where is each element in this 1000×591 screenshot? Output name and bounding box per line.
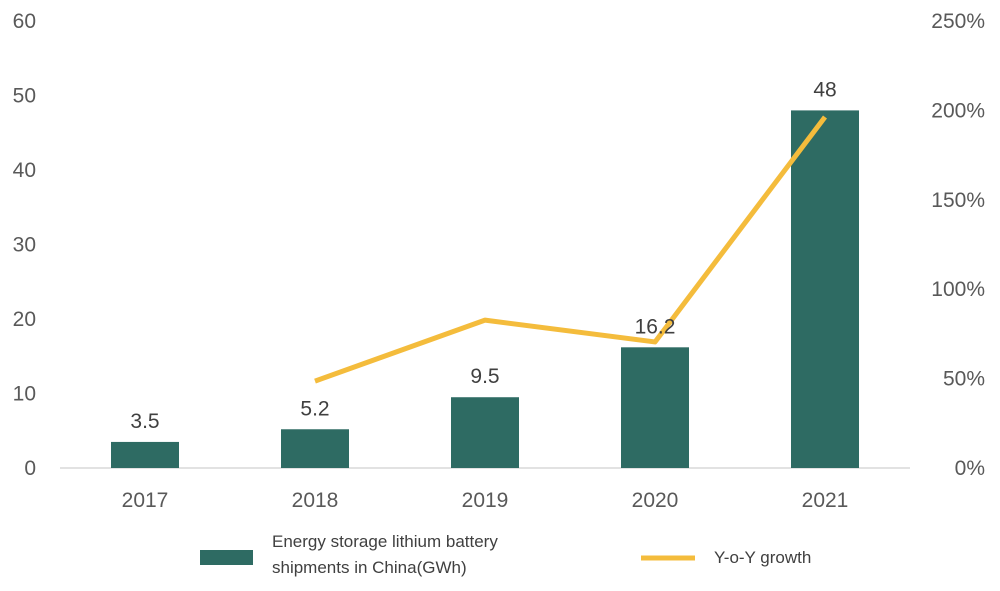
yoy-growth-line xyxy=(314,115,827,384)
bar-data-label: 16.2 xyxy=(635,315,676,338)
right-tick-label: 50% xyxy=(943,368,985,391)
x-tick-label: 2019 xyxy=(462,489,509,512)
bar xyxy=(281,429,349,468)
legend-bar-swatch xyxy=(200,550,253,565)
left-tick-label: 60 xyxy=(13,10,36,33)
bar xyxy=(791,110,859,469)
left-tick-label: 0 xyxy=(24,457,36,480)
bar-data-label: 9.5 xyxy=(470,365,499,388)
legend-bar-label: shipments in China(GWh) xyxy=(272,558,467,577)
x-tick-label: 2017 xyxy=(122,489,169,512)
bar-series xyxy=(111,110,859,469)
right-tick-label: 150% xyxy=(931,189,985,212)
left-tick-label: 40 xyxy=(13,159,36,182)
right-axis-ticks: 0% 50% 100% 150% 200% 250% xyxy=(931,10,985,480)
bar-data-label: 5.2 xyxy=(300,397,329,420)
left-tick-label: 10 xyxy=(13,383,36,406)
line-series xyxy=(314,115,827,384)
right-tick-label: 100% xyxy=(931,278,985,301)
right-tick-label: 200% xyxy=(931,99,985,122)
bar xyxy=(111,441,179,468)
bar xyxy=(621,347,689,468)
data-labels: 3.5 5.2 9.5 16.2 48 xyxy=(130,78,836,433)
left-tick-label: 20 xyxy=(13,308,36,331)
right-tick-label: 0% xyxy=(955,457,985,480)
legend-line-label: Y-o-Y growth xyxy=(714,548,811,567)
x-tick-label: 2020 xyxy=(632,489,679,512)
bar-data-label: 48 xyxy=(813,78,836,101)
legend: Energy storage lithium battery shipments … xyxy=(200,532,811,577)
right-tick-label: 250% xyxy=(931,10,985,33)
bar xyxy=(451,397,519,468)
left-axis-ticks: 0 10 20 30 40 50 60 xyxy=(13,10,36,480)
x-tick-label: 2018 xyxy=(292,489,339,512)
legend-bar-label: Energy storage lithium battery xyxy=(272,532,498,551)
x-tick-label: 2021 xyxy=(802,489,849,512)
left-tick-label: 30 xyxy=(13,234,36,257)
left-tick-label: 50 xyxy=(13,85,36,108)
bar-data-label: 3.5 xyxy=(130,410,159,433)
x-axis-ticks: 2017 2018 2019 2020 2021 xyxy=(122,489,849,512)
